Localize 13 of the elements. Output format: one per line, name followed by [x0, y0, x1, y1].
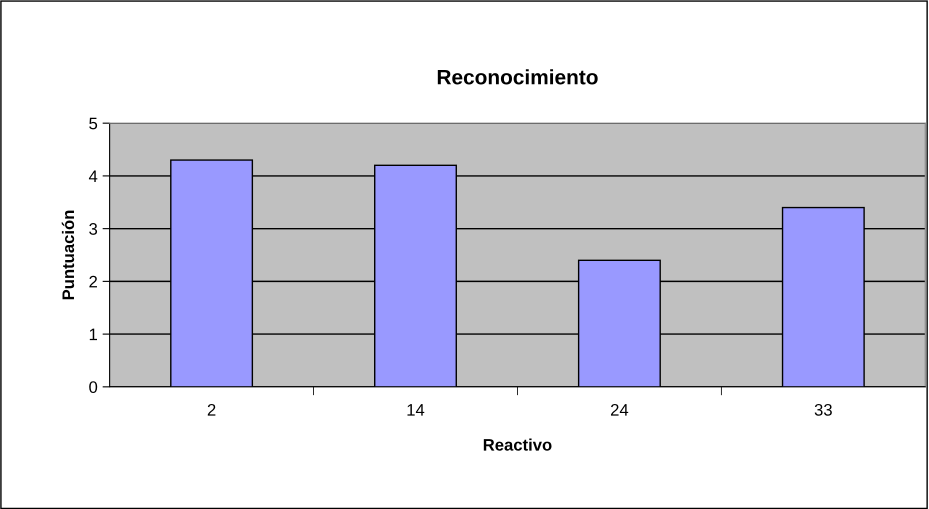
y-axis-title: Puntuación — [62, 210, 74, 300]
y-tick-label: 2 — [89, 276, 97, 288]
y-tick-label: 3 — [89, 223, 98, 235]
x-tick-label: 2 — [208, 404, 216, 416]
x-tick-label: 14 — [408, 404, 424, 416]
chart-title: Reconocimiento — [438, 69, 598, 84]
y-tick-label: 4 — [88, 170, 98, 182]
x-axis-title: Reactivo — [484, 438, 552, 451]
y-tick-label: 0 — [89, 381, 98, 394]
x-tick-label: 33 — [814, 404, 832, 416]
y-tick-label: 5 — [89, 118, 98, 130]
x-tick-label: 24 — [610, 404, 628, 416]
y-tick-label: 1 — [90, 328, 98, 340]
